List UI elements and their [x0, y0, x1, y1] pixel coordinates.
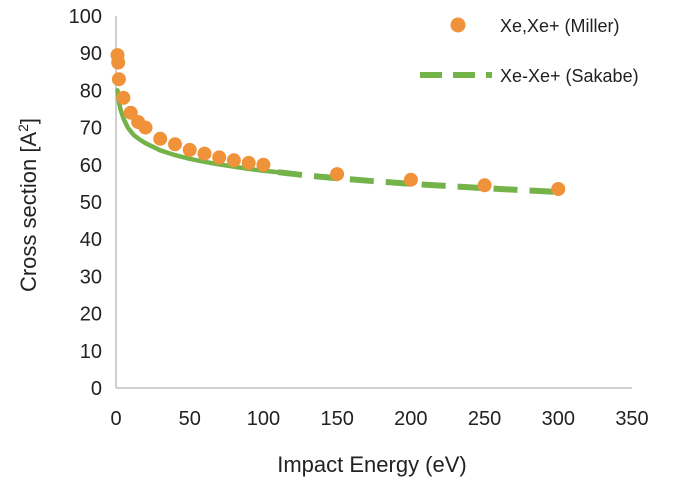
y-axis-title-superscript: 2 [15, 124, 31, 132]
series-miller-markers [110, 48, 566, 196]
miller-data-point [241, 155, 256, 170]
legend-label-miller: Xe,Xe+ (Miller) [500, 16, 620, 36]
y-tick-label: 30 [80, 266, 102, 288]
x-tick-label: 300 [542, 408, 575, 430]
x-axis-title: Impact Energy (eV) [277, 452, 467, 477]
miller-data-point [168, 137, 182, 152]
x-tick-label: 50 [179, 408, 201, 430]
miller-data-point [212, 150, 227, 165]
miller-data-point [226, 153, 241, 168]
x-tick-label: 350 [615, 408, 648, 430]
x-tick-label: 200 [394, 408, 427, 430]
x-tick-label: 100 [247, 408, 280, 430]
y-tick-label: 60 [80, 155, 102, 177]
y-axis-title: Cross section [A2] [15, 118, 41, 292]
y-tick-label: 100 [69, 6, 102, 28]
sakabe-line-dashed [277, 169, 559, 195]
y-tick-label: 80 [80, 80, 102, 102]
y-tick-label: 70 [80, 118, 102, 140]
y-tick-label: 0 [91, 378, 102, 400]
miller-data-point [153, 131, 168, 146]
series-sakabe-line [115, 88, 559, 195]
y-tick-label: 20 [80, 304, 102, 326]
miller-data-point [116, 90, 131, 105]
miller-data-point [197, 146, 212, 161]
sakabe-line-solid [115, 88, 281, 175]
miller-data-point [256, 157, 271, 172]
y-axis-title-end: ] [16, 118, 41, 124]
y-tick-label: 90 [80, 43, 102, 65]
legend-marker-miller [450, 17, 466, 33]
miller-data-point [182, 142, 197, 157]
miller-data-point [138, 120, 153, 135]
y-tick-label: 10 [80, 341, 102, 363]
x-tick-label: 150 [320, 408, 353, 430]
legend: Xe,Xe+ (Miller) Xe-Xe+ (Sakabe) [420, 16, 639, 86]
x-tick-labels: 0 50 100 150 200 250 300 350 [110, 408, 648, 430]
miller-data-point [551, 182, 566, 196]
miller-data-point [403, 172, 418, 187]
y-tick-label: 40 [80, 229, 102, 251]
x-tick-label: 0 [110, 408, 121, 430]
legend-label-sakabe: Xe-Xe+ (Sakabe) [500, 66, 639, 86]
miller-data-point [477, 178, 492, 193]
y-tick-labels: 0 10 20 30 40 50 60 70 80 90 100 [69, 6, 102, 400]
y-axis-title-main: Cross section [A [16, 132, 41, 292]
miller-data-point [330, 167, 345, 182]
miller-data-point [111, 55, 126, 70]
y-tick-label: 50 [80, 192, 102, 214]
miller-data-point [111, 72, 126, 87]
x-tick-label: 250 [468, 408, 501, 430]
